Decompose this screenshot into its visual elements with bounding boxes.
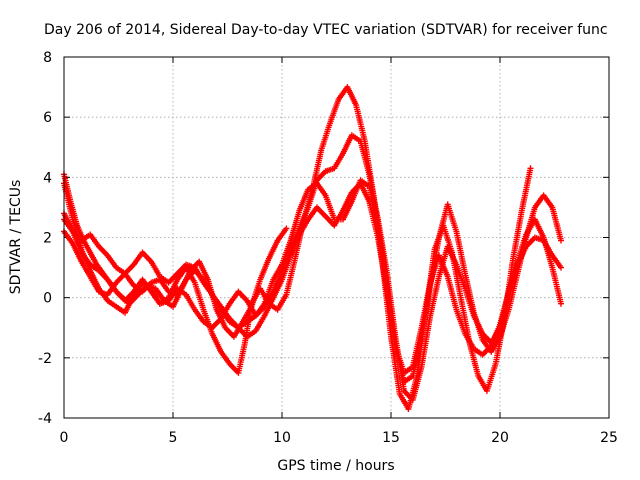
data-points [61, 180, 564, 385]
y-tick-label: -2 [38, 351, 52, 367]
x-tick-label: 5 [169, 430, 178, 446]
y-tick-label: 4 [43, 170, 52, 186]
x-tick-label: 20 [491, 430, 509, 446]
x-tick-label: 25 [600, 430, 618, 446]
grid [64, 57, 609, 418]
y-tick-label: 0 [43, 291, 52, 307]
series-group [61, 84, 564, 412]
series-track-5 [61, 180, 564, 385]
plot-frame [63, 56, 610, 419]
x-tick-label: 10 [273, 430, 291, 446]
y-tick-label: 6 [43, 110, 52, 126]
y-tick-label: 2 [43, 231, 52, 247]
ticks: 0 5 10 15 20 25 -4 -2 0 2 4 6 8 [38, 50, 618, 446]
x-tick-label: 0 [60, 430, 69, 446]
x-axis-label: GPS time / hours [277, 458, 394, 474]
chart-title: Day 206 of 2014, Sidereal Day-to-day VTE… [44, 22, 608, 38]
y-tick-label: 8 [43, 50, 52, 66]
y-axis-label: SDTVAR / TECUs [8, 180, 24, 295]
y-tick-label: -4 [38, 411, 52, 427]
x-tick-label: 15 [382, 430, 400, 446]
